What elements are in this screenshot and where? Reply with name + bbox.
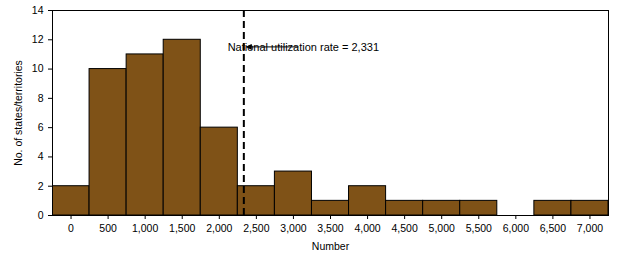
svg-text:500: 500 xyxy=(99,222,117,234)
svg-text:2,000: 2,000 xyxy=(206,222,232,234)
svg-text:7,000: 7,000 xyxy=(577,222,603,234)
svg-text:No. of states/territories: No. of states/territories xyxy=(12,60,24,166)
svg-text:12: 12 xyxy=(32,33,44,45)
svg-text:6,500: 6,500 xyxy=(540,222,566,234)
svg-text:2,500: 2,500 xyxy=(243,222,269,234)
svg-text:10: 10 xyxy=(32,62,44,74)
svg-text:6,000: 6,000 xyxy=(503,222,529,234)
svg-text:National utilization rate = 2,: National utilization rate = 2,331 xyxy=(228,41,379,53)
svg-text:Number: Number xyxy=(312,240,350,252)
svg-text:0: 0 xyxy=(68,222,74,234)
svg-text:4,000: 4,000 xyxy=(354,222,380,234)
svg-text:14: 14 xyxy=(32,4,44,16)
svg-text:5,500: 5,500 xyxy=(466,222,492,234)
svg-text:2: 2 xyxy=(38,180,44,192)
svg-text:3,500: 3,500 xyxy=(317,222,343,234)
svg-text:0: 0 xyxy=(38,209,44,221)
svg-text:6: 6 xyxy=(38,121,44,133)
svg-text:3,000: 3,000 xyxy=(280,222,306,234)
svg-text:4,500: 4,500 xyxy=(391,222,417,234)
svg-text:8: 8 xyxy=(38,92,44,104)
svg-text:5,000: 5,000 xyxy=(429,222,455,234)
svg-text:4: 4 xyxy=(38,150,44,162)
svg-text:1,000: 1,000 xyxy=(132,222,158,234)
svg-text:1,500: 1,500 xyxy=(169,222,195,234)
